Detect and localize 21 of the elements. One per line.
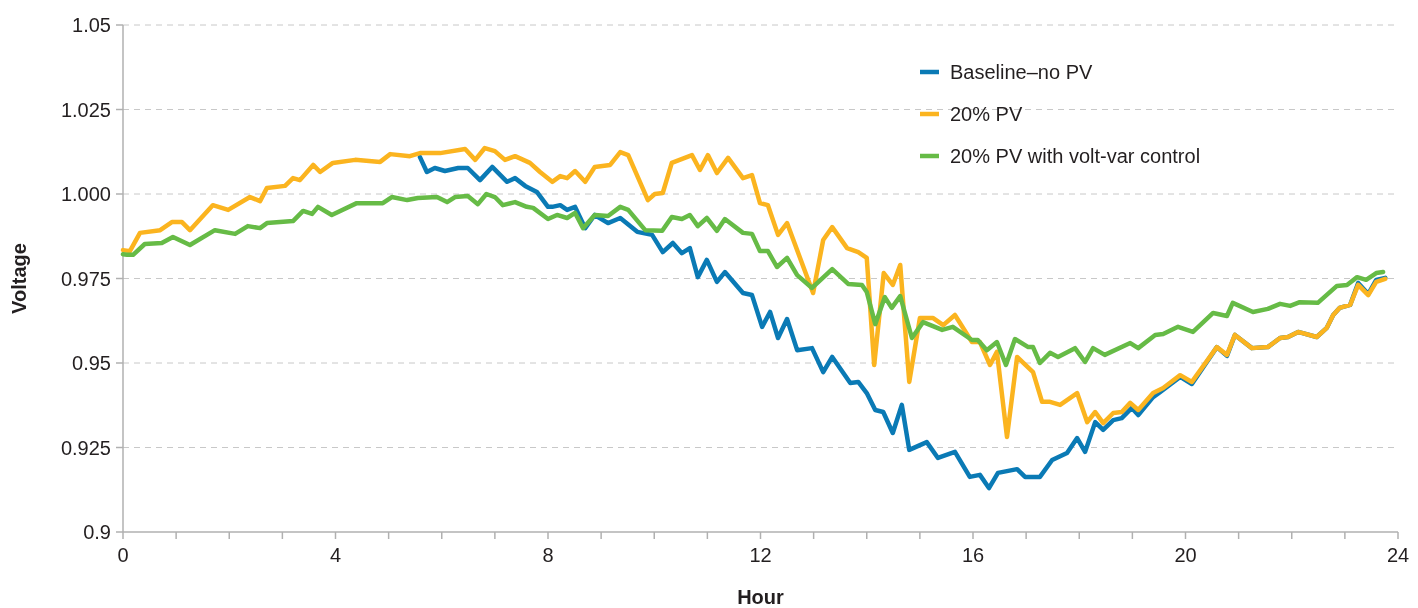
legend-label: 20% PV (950, 103, 1023, 125)
legend-label: 20% PV with volt-var control (950, 145, 1201, 167)
y-tick-label: 0.925 (60, 436, 111, 459)
line-series (120, 191, 1386, 368)
y-tick-label: 0.9 (83, 521, 111, 543)
y-tick-label: 1.025 (60, 98, 111, 121)
y-axis-title: Voltage (8, 243, 30, 314)
x-tick-label: 20 (1174, 544, 1197, 566)
line-series (120, 145, 1388, 440)
y-tick-label: 1.000 (60, 183, 111, 205)
x-tick-label: 8 (542, 544, 554, 566)
y-tick-label: 0.95 (72, 352, 111, 374)
x-tick-label: 4 (329, 544, 342, 566)
y-tick-label: 1.05 (72, 14, 111, 36)
x-tick-label: 0 (117, 544, 129, 566)
legend-label: Baseline–no PV (950, 61, 1093, 83)
y-tick-label: 0.975 (60, 267, 111, 290)
x-tick-label: 12 (749, 544, 772, 566)
x-tick-label: 24 (1386, 544, 1410, 566)
x-tick-label: 16 (961, 544, 985, 566)
x-axis-title: Hour (737, 586, 785, 608)
